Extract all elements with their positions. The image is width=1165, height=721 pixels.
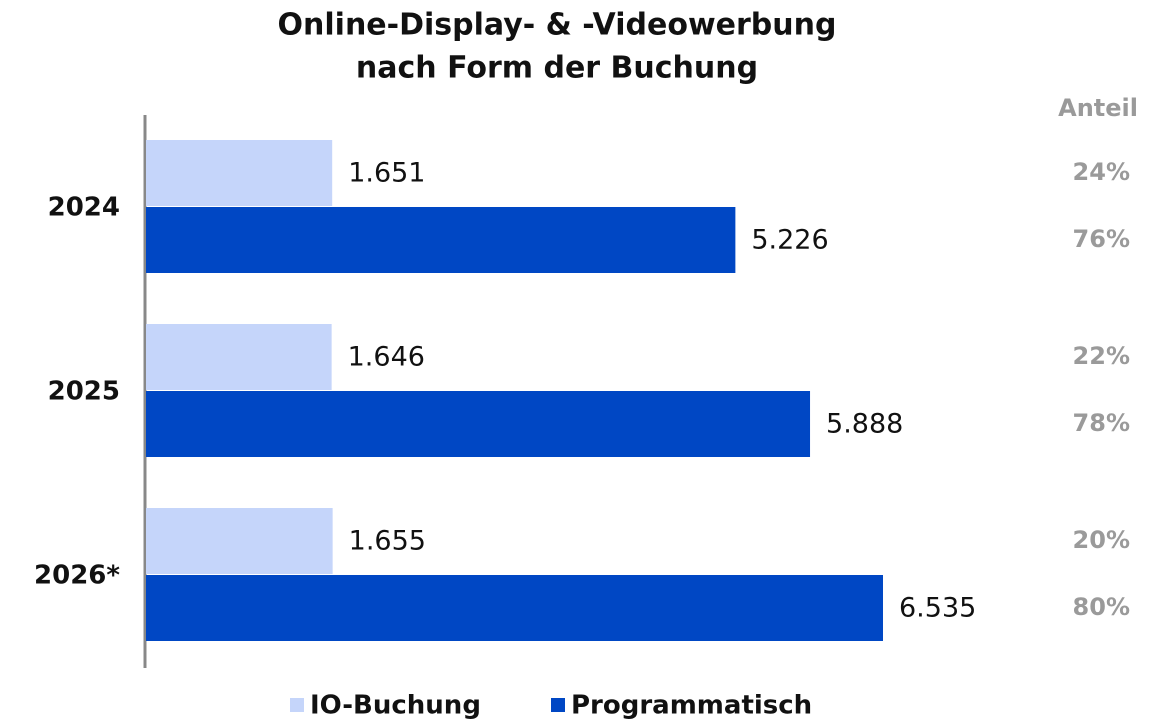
data-label: 1.651 — [348, 158, 425, 189]
legend-swatch — [551, 698, 565, 712]
chart-title: Online-Display- & -Videowerbung — [278, 8, 837, 43]
y-tick-label: 2024 — [48, 193, 120, 223]
bar — [146, 324, 332, 390]
share-label: 24% — [1073, 158, 1130, 186]
share-label: 80% — [1073, 593, 1130, 621]
bar — [146, 508, 333, 574]
data-label: 6.535 — [899, 593, 976, 624]
data-label: 5.226 — [751, 225, 828, 256]
y-tick-label: 2026* — [34, 561, 120, 591]
share-label: 76% — [1073, 225, 1130, 253]
data-label: 5.888 — [826, 409, 903, 440]
legend-label: IO-Buchung — [310, 691, 481, 721]
data-label: 1.646 — [348, 342, 425, 373]
legend-swatch — [290, 698, 304, 712]
bar — [146, 575, 883, 641]
data-label: 1.655 — [349, 526, 426, 557]
bar — [146, 140, 333, 206]
bar — [146, 391, 811, 457]
y-tick-label: 2025 — [48, 377, 120, 407]
share-label: 20% — [1073, 526, 1130, 554]
share-label: 78% — [1073, 409, 1130, 437]
share-label: 22% — [1073, 342, 1130, 370]
legend-label: Programmatisch — [571, 691, 812, 721]
chart-title: nach Form der Buchung — [356, 51, 758, 86]
bar — [146, 207, 736, 273]
share-header: Anteil — [1058, 94, 1138, 122]
